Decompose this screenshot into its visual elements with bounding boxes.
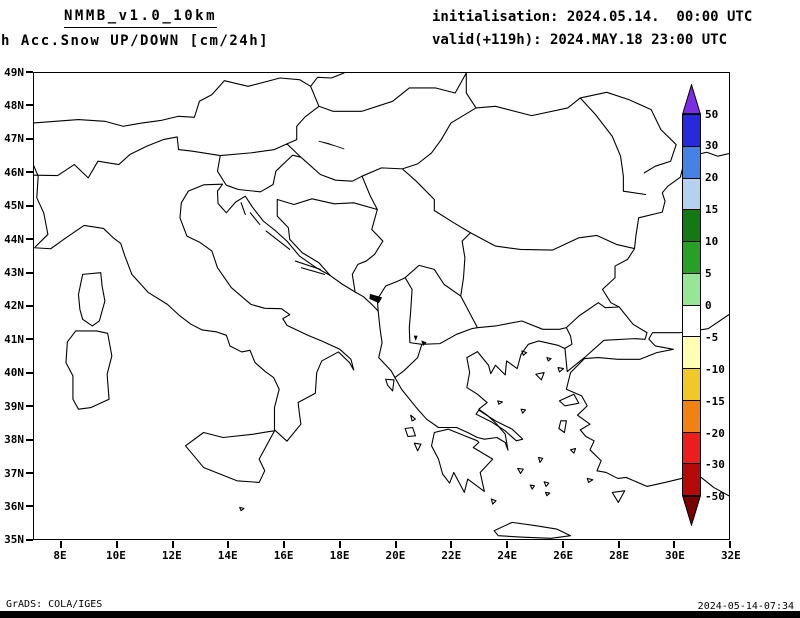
lat-tick bbox=[26, 271, 33, 274]
lat-tick bbox=[26, 204, 33, 207]
colorbar-scale bbox=[682, 114, 701, 496]
lat-tick bbox=[26, 371, 33, 374]
colorbar-segment bbox=[683, 241, 700, 273]
lat-tick bbox=[26, 238, 33, 241]
colorbar-top-arrow bbox=[682, 84, 701, 114]
colorbar-segment bbox=[683, 463, 700, 495]
lat-tick bbox=[26, 405, 33, 408]
lat-tick bbox=[26, 71, 33, 73]
lon-tick bbox=[673, 541, 676, 548]
lon-tick bbox=[171, 541, 174, 548]
italy-coastline bbox=[34, 184, 354, 441]
turkey-aegean-coast bbox=[566, 339, 729, 497]
sardinia-coastline bbox=[66, 331, 112, 409]
lat-tick bbox=[26, 338, 33, 341]
initialisation-label: initialisation: 2024.05.14. 00:00 UTC bbox=[432, 9, 753, 25]
colorbar-segment bbox=[683, 368, 700, 400]
colorbar-segment bbox=[683, 177, 700, 210]
map-plot-area bbox=[33, 72, 730, 540]
colorbar-top-arrow-shape bbox=[682, 84, 701, 114]
grads-credit: GrADS: COLA/IGES bbox=[6, 599, 103, 610]
crete-coastline bbox=[494, 522, 570, 538]
lakes bbox=[319, 141, 426, 345]
lon-tick bbox=[561, 541, 564, 548]
lon-tick bbox=[450, 541, 453, 548]
lat-tick bbox=[26, 171, 33, 174]
colorbar-segment bbox=[683, 399, 700, 432]
model-title: NMMB_v1.0_10km bbox=[64, 8, 218, 28]
creation-timestamp: 2024-05-14-07:34 bbox=[697, 601, 794, 612]
corsica-coastline bbox=[78, 273, 104, 326]
colorbar-bottom-arrow bbox=[682, 496, 701, 526]
lat-tick bbox=[26, 538, 33, 541]
peloponnese-coastline bbox=[432, 429, 493, 492]
latitude-axis-labels: 49N 48N 47N 46N 45N 44N 43N 42N 41N 40N 39N 38N 37N 3… bbox=[4, 65, 24, 547]
balkan-coastline bbox=[217, 152, 729, 450]
colorbar-bottom-arrow-shape bbox=[682, 496, 701, 526]
lon-tick bbox=[394, 541, 397, 548]
coastline-map bbox=[34, 73, 729, 539]
lat-tick bbox=[26, 104, 33, 107]
product-title: h Acc.Snow UP/DOWN [cm/24h] bbox=[1, 33, 270, 49]
lat-tick bbox=[26, 304, 33, 307]
colorbar-segment bbox=[683, 145, 700, 178]
aegean-ionian-islands bbox=[240, 351, 625, 511]
lat-tick bbox=[26, 438, 33, 441]
longitude-axis-ticks bbox=[60, 541, 731, 548]
lon-tick bbox=[115, 541, 118, 548]
lon-tick bbox=[60, 541, 62, 548]
colorbar-segment bbox=[683, 209, 700, 241]
country-borders bbox=[34, 73, 676, 378]
lon-tick bbox=[227, 541, 230, 548]
turkey-black-sea-coast bbox=[649, 313, 729, 339]
longitude-axis-labels: 8E 10E 12E 14E 16E 18E 20E 22E 24E 26E 28E 30E 32E bbox=[53, 549, 741, 562]
lat-tick bbox=[26, 472, 33, 475]
colorbar-segment bbox=[683, 115, 700, 146]
valid-time-label: valid(+119h): 2024.MAY.18 23:00 UTC bbox=[432, 32, 728, 48]
lon-tick bbox=[338, 541, 341, 548]
lon-tick bbox=[617, 541, 620, 548]
bottom-black-bar bbox=[0, 611, 800, 618]
lat-tick bbox=[26, 137, 33, 140]
colorbar-segment bbox=[683, 272, 700, 305]
colorbar-value-labels: 50 30 20 15 10 5 0 -5 -10 -15 -20 -30 -50 bbox=[705, 107, 725, 504]
colorbar-segment bbox=[683, 304, 700, 337]
lon-tick bbox=[729, 541, 731, 548]
dalmatian-islands bbox=[241, 203, 324, 275]
colorbar-segment bbox=[683, 431, 700, 464]
sicily-coastline bbox=[186, 431, 275, 483]
lon-tick bbox=[283, 541, 285, 548]
latitude-axis-ticks bbox=[26, 71, 33, 541]
lat-tick bbox=[26, 505, 33, 508]
colorbar-segment bbox=[683, 336, 700, 368]
lon-tick bbox=[506, 541, 508, 548]
